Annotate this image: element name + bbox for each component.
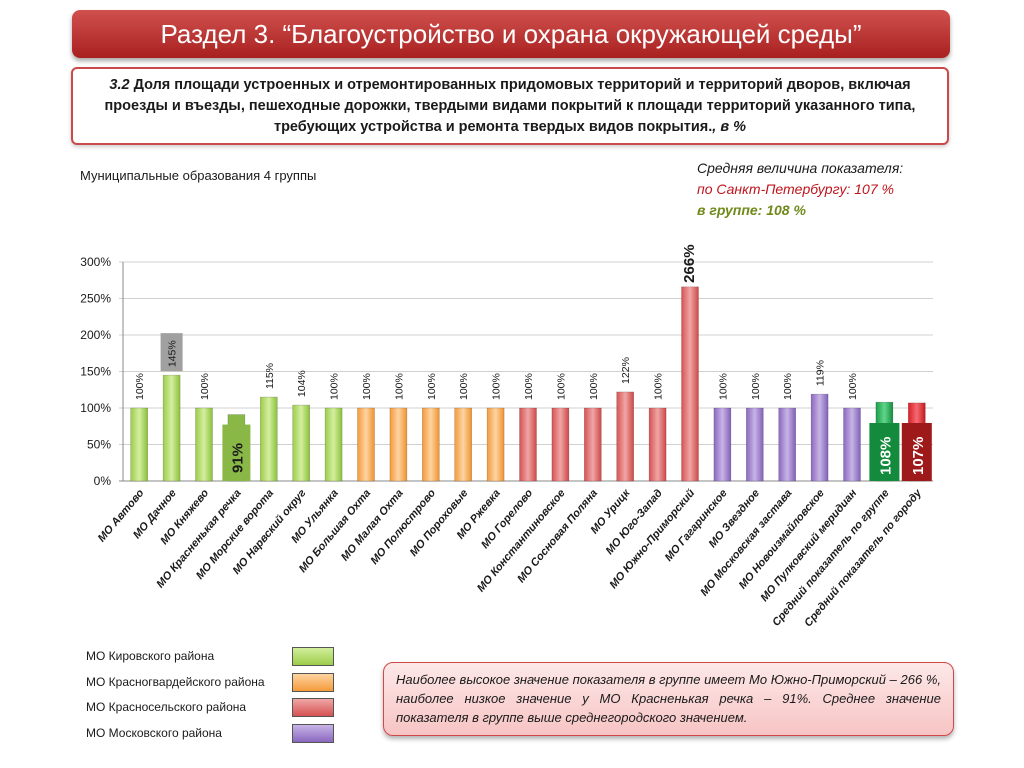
y-tick-label: 0% (94, 474, 112, 488)
group-subtitle: Муниципальные образования 4 группы (80, 168, 317, 183)
data-label-box (901, 423, 932, 481)
data-label: 100% (426, 373, 438, 400)
indicator-unit: , в % (712, 118, 747, 135)
indicator-text: Доля площади устроенных и отремонтирован… (104, 76, 916, 135)
data-label: 100% (361, 373, 373, 400)
average-panel: Средняя величина показателя: по Санкт-Пе… (697, 158, 903, 221)
data-label: 145% (167, 340, 179, 367)
data-label: 115% (264, 363, 276, 389)
legend-label: МО Московского района (86, 725, 222, 740)
data-label: 100% (491, 373, 503, 400)
section-title: Раздел 3. “Благоустройство и охрана окру… (72, 10, 950, 58)
x-tick-label: МО Пороховые (408, 487, 471, 559)
chart-legend: МО Кировского района МО Красногвардейско… (86, 647, 346, 749)
x-tick-label: МО Юго-Запад (604, 487, 665, 557)
bar (195, 407, 213, 482)
indicator-number: 3.2 (109, 76, 130, 93)
bar (616, 391, 635, 482)
bar (389, 407, 408, 482)
data-label: 119% (815, 360, 827, 386)
bar-chart: 0% 50% 100% 150% 200% 250% 300% 100% 145% 100% 91… (80, 244, 933, 630)
bar (130, 407, 148, 482)
legend-swatch (292, 672, 334, 692)
legend-label: МО Красносельского района (86, 700, 247, 714)
legend-item: МО Красносельского района (86, 698, 346, 724)
data-label: 100% (555, 373, 567, 400)
legend-label: МО Красногвардейского района (86, 674, 265, 689)
y-tick-label: 50% (87, 438, 111, 452)
data-label: 100% (653, 373, 665, 400)
bar (745, 407, 764, 482)
legend-swatch (292, 698, 334, 717)
data-label: 100% (393, 373, 405, 400)
data-label: 108% (877, 437, 894, 475)
bar (778, 407, 797, 482)
indicator-description: 3.2 Доля площади устроенных и отремонтир… (71, 67, 949, 145)
data-label-box (222, 424, 251, 481)
legend-item: МО Кировского района (86, 647, 346, 673)
bar (843, 407, 861, 482)
data-label: 100% (199, 373, 211, 400)
bar (551, 407, 570, 482)
y-tick-label: 150% (80, 365, 111, 379)
data-label: 100% (458, 373, 470, 400)
data-label-box (869, 423, 900, 481)
bar (259, 396, 278, 482)
data-label: 100% (717, 373, 729, 400)
bar (454, 407, 473, 482)
data-label: 100% (523, 373, 535, 400)
bar (357, 407, 375, 482)
y-tick-label: 250% (80, 292, 111, 306)
data-label-box (160, 333, 183, 372)
data-label: 107% (910, 437, 927, 475)
data-label: 100% (847, 373, 859, 400)
bar (162, 374, 181, 482)
data-label: 100% (750, 373, 762, 400)
bar (519, 407, 537, 482)
bar (324, 407, 343, 482)
legend-swatch (292, 647, 334, 666)
bar (810, 393, 829, 482)
y-tick-label: 100% (80, 401, 111, 415)
data-label: 100% (134, 373, 146, 400)
legend-item: МО Московского района (86, 723, 346, 750)
average-group: в группе: 108 % (697, 202, 806, 218)
bar (583, 407, 602, 482)
y-tick-label: 200% (80, 328, 111, 342)
x-tick-label: Средний показатель по группе (770, 487, 891, 629)
bar (292, 404, 311, 482)
conclusion-note: Наиболее высокое значение показателя в г… (383, 662, 954, 736)
average-spb: по Санкт-Петербургу: 107 % (697, 181, 894, 197)
data-label: 100% (782, 373, 794, 400)
bar (681, 286, 699, 482)
data-label: 91% (229, 443, 246, 473)
bar (421, 407, 440, 482)
legend-label: МО Кировского района (86, 649, 215, 663)
bar (648, 407, 667, 482)
y-tick-label: 300% (80, 255, 111, 269)
legend-swatch (292, 723, 334, 743)
data-label: 100% (329, 373, 341, 400)
x-tick-label: Средний показатель по городу (802, 487, 924, 630)
average-heading: Средняя величина показателя: (697, 160, 904, 176)
data-label: 104% (296, 370, 308, 397)
bar (713, 407, 732, 482)
bar (486, 407, 505, 482)
data-label: 266% (681, 244, 698, 282)
data-label: 100% (588, 373, 600, 400)
data-label: 122% (620, 357, 632, 384)
legend-item: МО Красногвардейского района (86, 672, 346, 699)
